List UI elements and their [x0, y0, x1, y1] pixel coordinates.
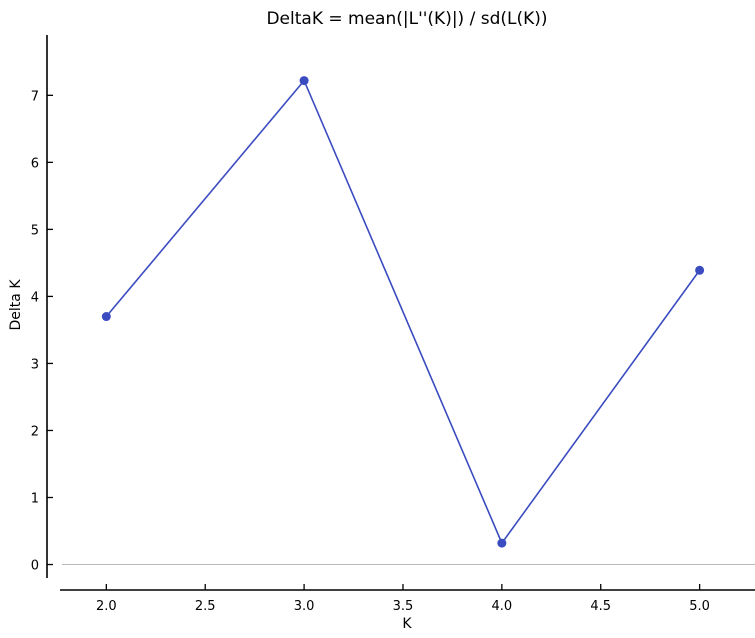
y-tick-label: 0	[31, 559, 39, 574]
x-tick-label: 2.0	[96, 599, 117, 614]
series-line	[105, 79, 701, 545]
data-point	[497, 538, 507, 548]
chart-title: DeltaK = mean(|L''(K)|) / sd(L(K))	[266, 9, 547, 29]
x-tick-label: 3.0	[294, 599, 315, 614]
y-tick-label: 1	[31, 492, 39, 507]
data-point	[695, 265, 705, 275]
x-tick-label: 3.5	[393, 599, 414, 614]
x-tick-label: 4.5	[590, 599, 611, 614]
data-point	[299, 76, 309, 86]
y-tick-label: 4	[31, 290, 39, 305]
y-tick-label: 7	[31, 89, 39, 104]
y-tick-label: 5	[31, 223, 39, 238]
x-tick-label: 4.0	[492, 599, 513, 614]
x-tick-label: 2.5	[195, 599, 216, 614]
x-tick-label: 5.0	[689, 599, 710, 614]
plot-area: 0 1 2 3 4 5 6 7 2.0 2.5 3.0 3.5 4.0 4.5 5.0	[31, 35, 755, 614]
y-tick-label: 3	[31, 357, 39, 372]
y-axis-label: Delta K	[8, 279, 24, 331]
y-tick-label: 6	[31, 156, 39, 171]
y-tick-label: 2	[31, 424, 39, 439]
x-axis-label: K	[402, 616, 412, 632]
data-point	[101, 312, 111, 322]
